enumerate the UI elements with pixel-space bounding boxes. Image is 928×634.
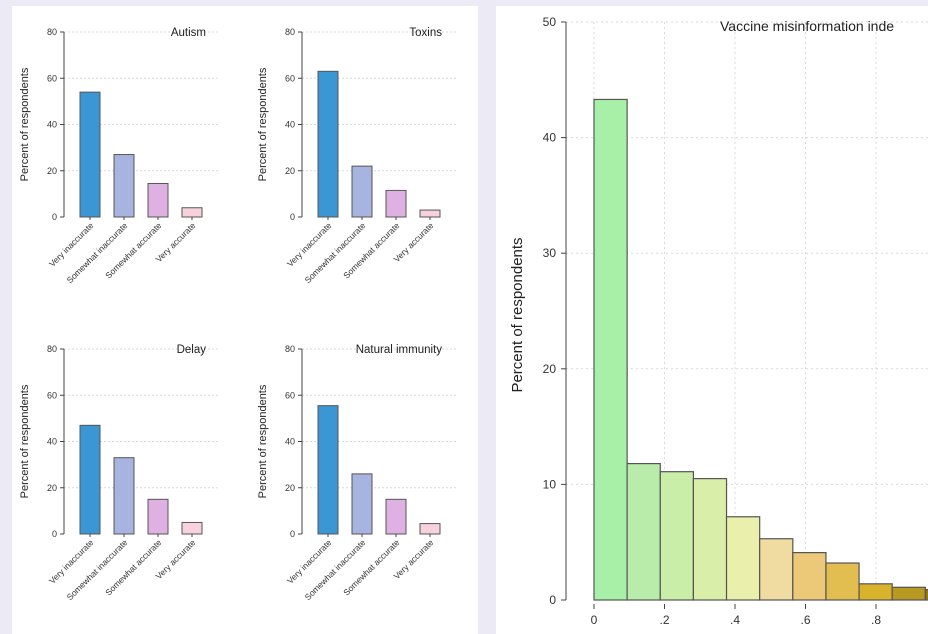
chart-title: Toxins — [409, 27, 442, 39]
y-tick-label: 0 — [290, 529, 295, 539]
y-tick-label: 60 — [47, 390, 57, 400]
y-tick-label: 80 — [47, 344, 57, 354]
y-tick-label: 10 — [543, 477, 557, 491]
chart-title: Natural immunity — [356, 344, 443, 356]
y-tick-label: 20 — [285, 166, 295, 176]
x-tick-label: .2 — [659, 613, 669, 627]
chart-title: Delay — [177, 344, 207, 356]
y-tick-label: 30 — [543, 246, 557, 260]
histogram-bar — [692, 478, 728, 601]
y-tick-label: 40 — [543, 131, 557, 145]
y-tick-label: 20 — [47, 166, 57, 176]
bar-very-accurate — [181, 207, 203, 218]
bar-somewhat-accurate — [385, 498, 407, 535]
y-tick-label: 80 — [47, 27, 57, 37]
y-tick-label: 40 — [47, 120, 57, 130]
bar-somewhat-accurate — [385, 189, 407, 218]
bar-very-accurate — [419, 523, 441, 535]
bar-very-inaccurate — [79, 424, 101, 535]
bar-somewhat-inaccurate — [113, 154, 135, 218]
bar-very-accurate — [419, 209, 441, 218]
bar-very-accurate — [181, 521, 203, 535]
y-axis-label: Percent of respondents — [257, 384, 269, 498]
y-tick-label: 0 — [549, 593, 556, 607]
bar-very-inaccurate — [79, 91, 101, 218]
y-tick-label: 60 — [47, 73, 57, 83]
x-tick-label: .8 — [871, 613, 881, 627]
x-tick-label: .4 — [730, 613, 740, 627]
y-tick-label: 20 — [543, 362, 557, 376]
bar-somewhat-accurate — [147, 498, 169, 535]
histogram-bar — [626, 462, 661, 601]
y-tick-label: 80 — [285, 344, 295, 354]
y-tick-label: 40 — [47, 437, 57, 447]
chart-title: Autism — [171, 27, 206, 39]
chart-vaccine-misinformation-index: 0 10 20 30 40 50 0 .2 .4 .6 .8 Percent of responden… — [509, 15, 928, 627]
bar-somewhat-accurate — [147, 182, 169, 218]
y-tick-label: 20 — [285, 483, 295, 493]
y-tick-label: 40 — [285, 120, 295, 130]
y-tick-label: 40 — [285, 437, 295, 447]
bar-very-inaccurate — [317, 70, 339, 218]
histogram-bar — [825, 562, 860, 601]
x-tick-label: .6 — [800, 613, 810, 627]
y-tick-label: 60 — [285, 390, 295, 400]
y-axis-label: Percent of respondents — [19, 384, 31, 498]
bar-very-inaccurate — [317, 405, 339, 535]
y-axis-label: Percent of respondents — [19, 67, 31, 181]
chart-title: Vaccine misinformation inde — [720, 18, 894, 34]
y-tick-label: 0 — [52, 212, 57, 222]
histogram-bar — [858, 583, 893, 601]
histogram-bar — [725, 516, 761, 601]
histogram-bar — [792, 552, 827, 601]
bar-somewhat-inaccurate — [113, 457, 135, 535]
y-tick-label: 60 — [285, 73, 295, 83]
y-tick-label: 80 — [285, 27, 295, 37]
y-tick-label: 0 — [52, 529, 57, 539]
histogram-bar — [891, 586, 926, 601]
y-axis-label: Percent of respondents — [509, 237, 526, 392]
bar-somewhat-inaccurate — [351, 165, 373, 218]
y-tick-label: 50 — [543, 15, 557, 29]
histogram-bar — [593, 98, 628, 601]
x-tick-label: 0 — [591, 613, 598, 627]
histogram-bar — [759, 538, 794, 601]
y-tick-label: 20 — [47, 483, 57, 493]
y-axis-label: Percent of respondents — [257, 67, 269, 181]
bar-somewhat-inaccurate — [351, 473, 373, 535]
histogram-bar — [659, 471, 695, 601]
histogram-bar — [924, 588, 928, 601]
y-tick-label: 0 — [290, 212, 295, 222]
